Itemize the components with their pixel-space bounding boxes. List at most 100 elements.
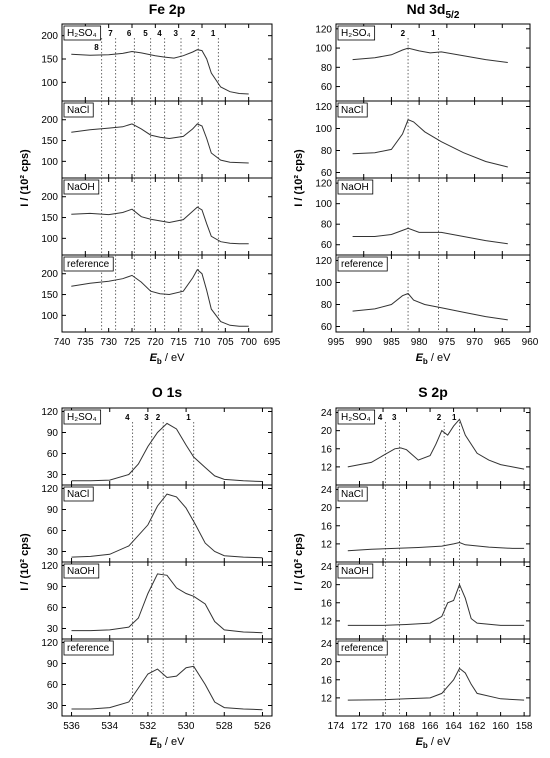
- y-tick-label: 20: [321, 580, 333, 591]
- spectrum-line-reference: [71, 268, 249, 327]
- x-axis-label: Eb / eV: [416, 352, 452, 366]
- panel-frame: [335, 254, 531, 333]
- chart-title: Fe 2p: [149, 1, 186, 17]
- spectrum-line-nacl: [352, 119, 508, 168]
- sample-label: reference: [67, 643, 110, 654]
- panel-h-so: 30 60 90 120 H₂SO₄: [41, 407, 273, 486]
- y-tick-label: 150: [41, 290, 58, 301]
- x-tick-label: 536: [63, 721, 80, 732]
- sample-label: NaCl: [67, 489, 89, 500]
- spectrum-line-naoh: [347, 583, 525, 626]
- x-tick-label: 164: [445, 721, 462, 732]
- y-tick-label: 12: [321, 462, 333, 473]
- y-tick-label: 60: [321, 322, 333, 333]
- x-axis-label: Eb / eV: [416, 736, 452, 750]
- y-axis-label: I / (10² cps): [293, 149, 305, 207]
- spectrum-line-nacl: [71, 123, 249, 164]
- spectrum-line-naoh: [71, 573, 263, 634]
- peak-label-4: 4: [157, 29, 162, 38]
- panel-nacl: 100 150 200 NaCl: [41, 100, 273, 179]
- x-axis-label-subscript: b: [423, 357, 428, 366]
- spectrum-line-reference: [347, 667, 525, 701]
- y-tick-label: 60: [47, 603, 59, 614]
- y-tick-label: 200: [41, 269, 58, 280]
- y-tick-label: 12: [321, 616, 333, 627]
- panel-reference: 12 16 20 24 reference: [321, 638, 531, 717]
- y-axis-label: I / (10² cps): [19, 149, 31, 207]
- y-tick-label: 120: [41, 407, 58, 418]
- y-tick-label: 80: [321, 63, 333, 74]
- x-tick-label: 526: [254, 721, 271, 732]
- x-axis-label-symbol: E: [150, 352, 158, 364]
- y-tick-label: 24: [321, 408, 333, 419]
- peak-label-2: 2: [437, 413, 442, 422]
- y-tick-label: 90: [47, 428, 59, 439]
- y-tick-label: 100: [315, 44, 332, 55]
- sample-label: NaOH: [341, 566, 369, 577]
- sample-label: reference: [341, 643, 384, 654]
- y-tick-label: 150: [41, 213, 58, 224]
- sample-label-box: [337, 563, 374, 579]
- x-axis-label-unit: / eV: [428, 736, 451, 748]
- sample-label-box: [337, 640, 388, 656]
- chart-title-main: Fe 2p: [149, 1, 186, 17]
- x-tick-label: 168: [398, 721, 415, 732]
- x-tick-label: 162: [469, 721, 486, 732]
- sample-label: H₂SO₄: [341, 28, 371, 39]
- panel-nacl: 30 60 90 120 NaCl: [41, 484, 273, 563]
- panel-frame: [61, 638, 273, 717]
- spectrum-line-reference: [71, 665, 263, 711]
- spectrum-line-h-so: [71, 49, 249, 95]
- x-axis-label: Eb / eV: [150, 352, 186, 366]
- x-tick-label: 166: [422, 721, 439, 732]
- chart-fe-2p: Fe 2p 100 150 200 H₂SO₄ 100 150 200 NaCl 100 150 20…: [19, 1, 281, 366]
- y-tick-label: 60: [321, 168, 333, 179]
- panel-naoh: 30 60 90 120 NaOH: [41, 561, 273, 640]
- sample-label: NaOH: [67, 566, 95, 577]
- y-tick-label: 120: [315, 179, 332, 190]
- y-tick-label: 30: [47, 470, 59, 481]
- sample-label-box: [337, 256, 388, 272]
- chart-title: O 1s: [152, 384, 183, 400]
- x-tick-label: 160: [492, 721, 509, 732]
- peak-label-3: 3: [174, 29, 179, 38]
- sample-label-box: [63, 640, 114, 656]
- sample-label: NaCl: [67, 105, 89, 116]
- y-tick-label: 24: [321, 562, 333, 573]
- y-tick-label: 20: [321, 503, 333, 514]
- x-tick-label: 730: [100, 337, 117, 348]
- y-tick-label: 60: [321, 240, 333, 251]
- spectrum-line-h-so: [71, 422, 263, 482]
- x-tick-label: 174: [328, 721, 345, 732]
- y-tick-label: 60: [47, 526, 59, 537]
- sample-label: reference: [67, 259, 110, 270]
- y-tick-label: 20: [321, 426, 333, 437]
- chart-title: S 2p: [418, 384, 448, 400]
- chart-title-subscript: 5/2: [445, 10, 459, 21]
- x-tick-label: 720: [147, 337, 164, 348]
- x-axis-label-symbol: E: [150, 736, 158, 748]
- sample-label-box: [63, 179, 100, 195]
- panel-nacl: 60 80 100 120 NaCl: [315, 100, 531, 179]
- y-tick-label: 24: [321, 639, 333, 650]
- y-tick-label: 30: [47, 547, 59, 558]
- x-tick-label: 740: [54, 337, 71, 348]
- y-tick-label: 80: [321, 300, 333, 311]
- spectrum-line-naoh: [71, 206, 249, 245]
- x-tick-label: 172: [351, 721, 368, 732]
- x-tick-label: 995: [328, 337, 345, 348]
- y-tick-label: 120: [41, 638, 58, 649]
- x-axis-label-subscript: b: [423, 741, 428, 750]
- y-tick-label: 20: [321, 657, 333, 668]
- spectrum-line-h-so: [347, 418, 525, 470]
- panel-naoh: 60 80 100 120 NaOH: [315, 177, 531, 256]
- x-axis-label-unit: / eV: [162, 352, 185, 364]
- y-tick-label: 200: [41, 115, 58, 126]
- x-tick-label: 705: [217, 337, 234, 348]
- panel-frame: [61, 254, 273, 333]
- y-tick-label: 12: [321, 539, 333, 550]
- y-tick-label: 100: [315, 124, 332, 135]
